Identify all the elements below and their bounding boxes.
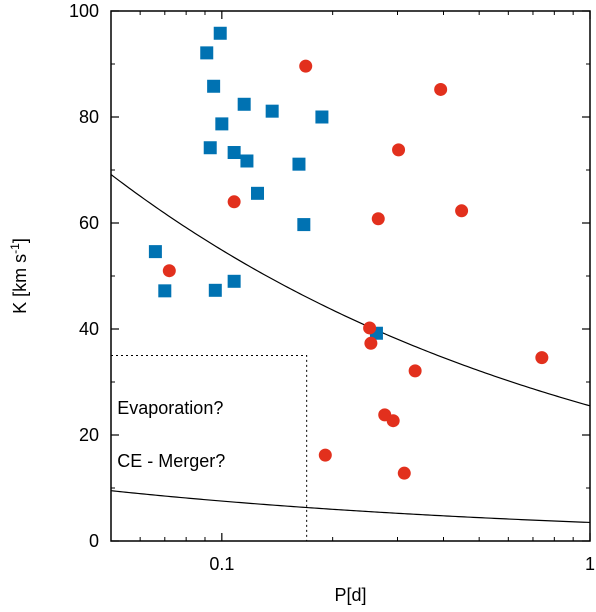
y-tick-label: 100 bbox=[69, 1, 99, 21]
dotted-region-boundary bbox=[111, 355, 308, 541]
y-axis-label-main: K [km s bbox=[10, 254, 30, 314]
x-tick-label: 0.1 bbox=[209, 554, 234, 574]
x-tick-label: 1 bbox=[585, 554, 595, 574]
data-point-square bbox=[292, 157, 306, 171]
annotations: Evaporation? CE - Merger? bbox=[117, 398, 225, 471]
data-point-square bbox=[227, 146, 241, 160]
data-point-circle bbox=[397, 466, 411, 480]
data-point-circle bbox=[162, 264, 176, 278]
data-point-square bbox=[240, 154, 254, 168]
plot-frame bbox=[110, 10, 591, 542]
data-point-square bbox=[297, 218, 311, 232]
data-point-circle bbox=[386, 414, 400, 428]
data-point-square bbox=[158, 284, 172, 298]
y-axis-label: K [km s-1] bbox=[8, 238, 30, 314]
plot-content bbox=[111, 174, 590, 541]
data-point-square bbox=[251, 186, 265, 200]
data-point-square bbox=[213, 26, 227, 40]
data-point-square bbox=[203, 141, 217, 155]
data-points bbox=[148, 26, 549, 480]
data-point-circle bbox=[299, 59, 313, 73]
y-tick-label: 80 bbox=[79, 107, 99, 127]
data-point-square bbox=[200, 46, 214, 60]
annotation-label: CE - Merger? bbox=[117, 451, 225, 471]
x-axis-label: P[d] bbox=[334, 585, 366, 605]
data-point-square bbox=[315, 110, 329, 124]
tick-labels: 0 20 40 60 80 100 0.1 1 bbox=[69, 1, 595, 574]
y-tick-label: 40 bbox=[79, 319, 99, 339]
data-point-circle bbox=[455, 204, 469, 218]
data-point-square bbox=[237, 97, 251, 111]
data-point-square bbox=[148, 245, 162, 259]
data-point-square bbox=[207, 79, 221, 93]
y-tick-label: 20 bbox=[79, 425, 99, 445]
data-point-square bbox=[215, 117, 229, 131]
data-point-circle bbox=[434, 82, 448, 96]
curve-lower bbox=[111, 490, 590, 524]
data-point-circle bbox=[371, 212, 385, 226]
y-tick-label: 0 bbox=[89, 531, 99, 551]
data-point-circle bbox=[408, 364, 422, 378]
data-point-circle bbox=[535, 351, 549, 365]
data-point-circle bbox=[392, 143, 406, 157]
data-point-circle bbox=[227, 195, 241, 209]
y-tick-label: 60 bbox=[79, 213, 99, 233]
data-point-circle bbox=[318, 448, 332, 462]
y-axis-label-superscript: -1 bbox=[8, 243, 22, 254]
data-point-square bbox=[227, 274, 241, 288]
curve-upper bbox=[111, 174, 590, 407]
annotation-label: Evaporation? bbox=[117, 398, 223, 418]
data-point-circle bbox=[364, 336, 378, 350]
data-point-circle bbox=[363, 321, 377, 335]
y-axis-label-close: ] bbox=[10, 238, 30, 243]
data-point-square bbox=[208, 283, 222, 297]
data-point-square bbox=[265, 104, 279, 118]
